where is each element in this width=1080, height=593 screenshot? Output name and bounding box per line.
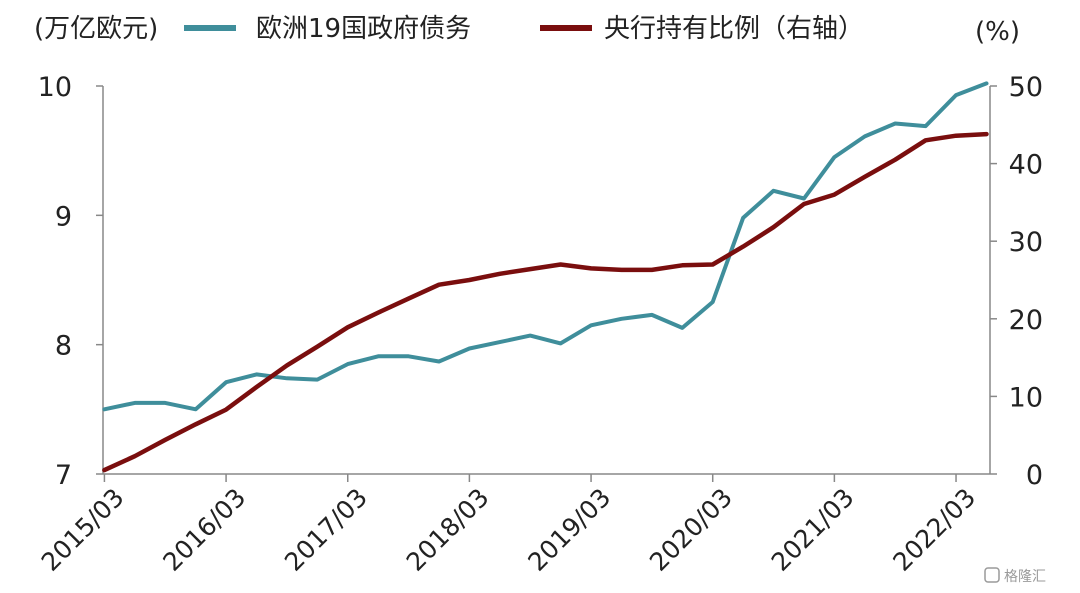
x-tick-label: 2020/03 (644, 483, 738, 577)
series-line-cb-share (102, 131, 989, 473)
right-tick-label: 0 (1026, 460, 1043, 491)
x-tick-label: 2015/03 (36, 483, 130, 577)
x-tick-label: 2016/03 (157, 483, 251, 577)
x-tick-label: 2022/03 (887, 483, 981, 577)
watermark-text: 格隆汇 (1004, 569, 1046, 585)
x-tick-label: 2018/03 (401, 483, 495, 577)
left-tick-label: 10 (38, 72, 72, 103)
watermark-logo-icon (984, 567, 1000, 583)
legend-label-cb-share: 央行持有比例（右轴） (604, 14, 864, 44)
left-tick-label: 9 (55, 201, 72, 232)
right-tick-label: 20 (1009, 305, 1043, 336)
watermark: 格隆汇 (984, 567, 1046, 585)
right-tick-label: 10 (1009, 382, 1043, 413)
x-tick-label: 2017/03 (279, 483, 373, 577)
left-tick-label: 7 (55, 460, 72, 491)
right-tick-label: 30 (1009, 227, 1043, 258)
right-tick-label: 50 (1009, 72, 1043, 103)
x-tick-label: 2021/03 (766, 483, 860, 577)
legend-label-debt: 欧洲19国政府债务 (256, 14, 471, 44)
x-tick-label: 2019/03 (522, 483, 616, 577)
right-tick-label: 40 (1009, 150, 1043, 181)
left-tick-label: 8 (55, 331, 72, 362)
right-axis-unit: (%) (975, 17, 1020, 47)
left-axis-unit: (万亿欧元) (34, 14, 158, 44)
series-line-debt (102, 81, 989, 412)
